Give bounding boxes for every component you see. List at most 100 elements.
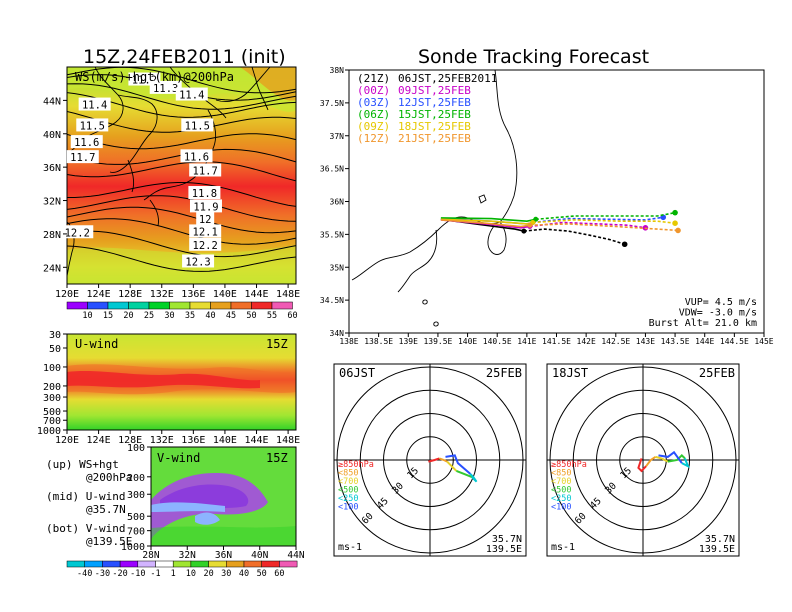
hodo-level-legend: <850 bbox=[551, 469, 571, 479]
u-wind-title: U-wind bbox=[75, 337, 118, 351]
ws-contour-label: 11.5 bbox=[76, 118, 109, 132]
u-x-tick-label: 148E bbox=[276, 435, 300, 446]
left-title: 15Z,24FEB2011 (init) bbox=[83, 46, 286, 68]
track-burst-point bbox=[533, 216, 539, 222]
v-x-tick-label: 36N bbox=[215, 550, 232, 561]
track-x-tick-label: 141E bbox=[517, 337, 536, 346]
track-y-tick-label: 37.5N bbox=[320, 99, 344, 108]
v-colorbar-swatch bbox=[119, 560, 139, 568]
ws-contour-label-text: 11.3 bbox=[153, 83, 178, 95]
v-colorbar-label: -30 bbox=[95, 569, 110, 579]
u-y-tick-label: 200 bbox=[43, 382, 61, 393]
track-x-tick-label: 142E bbox=[577, 337, 596, 346]
track-legend-time: 06JST,25FEB2011 bbox=[398, 72, 497, 85]
v-y-tick-label: 100 bbox=[127, 443, 145, 454]
v-colorbar-swatch bbox=[279, 560, 298, 568]
ws-map-title: WS(m/s)+hgt(km)@200hPa bbox=[75, 70, 234, 84]
u-x-tick-label: 144E bbox=[244, 435, 268, 446]
v-colorbar-swatch bbox=[226, 560, 245, 568]
v-colorbar-swatch bbox=[84, 560, 103, 568]
v-wind-panel: V-wind 15Z 28N 32N 36N 40N 44N 100 200 300 500 7… bbox=[66, 443, 305, 579]
hodo-segment bbox=[637, 458, 647, 473]
ws-contour-label-text: 11.5 bbox=[80, 120, 105, 132]
hodo-level-legend: <500 bbox=[551, 486, 571, 496]
ws-map-panel: 11.211.311.411.411.511.511.611.611.711.7… bbox=[43, 66, 300, 321]
u-y-tick-label: 30 bbox=[49, 330, 61, 341]
track-burst-point bbox=[527, 222, 533, 228]
ws-colorbar-label: 60 bbox=[287, 311, 297, 321]
track-y-tick-label: 36N bbox=[330, 198, 345, 207]
ws-contour-label: 12.3 bbox=[182, 254, 215, 268]
ws-y-tick-label: 40N bbox=[43, 130, 61, 141]
hodo-date-label: 25FEB bbox=[486, 366, 522, 380]
hodo-unit: ms-1 bbox=[338, 542, 362, 553]
track-burst-point bbox=[521, 228, 527, 234]
ws-contour-label: 11.4 bbox=[175, 87, 208, 102]
u-wind-panel: U-wind 15Z 120E 124E 128E 132E 136E 140E 144E 1… bbox=[37, 330, 300, 446]
ws-contour-label-text: 11.4 bbox=[82, 100, 107, 112]
ws-contour-label-text: 11.7 bbox=[193, 165, 218, 177]
hodo-segment bbox=[658, 450, 683, 464]
v-colorbar-swatch bbox=[137, 560, 156, 568]
track-descent-line bbox=[529, 223, 679, 232]
track-legend-time: 21JST,25FEB bbox=[398, 132, 471, 145]
ws-x-tick-label: 132E bbox=[150, 289, 174, 300]
u-x-tick-label: 124E bbox=[87, 435, 111, 446]
hodo-segment bbox=[445, 454, 471, 475]
v-y-tick-label: 700 bbox=[127, 527, 145, 538]
hodo-level-legend: <100 bbox=[338, 503, 358, 513]
note-bot-line2: @139.5E bbox=[86, 535, 133, 548]
v-x-tick-label: 28N bbox=[142, 550, 159, 561]
hodo-time-label: 18JST bbox=[552, 366, 588, 380]
ws-y-tick-label: 24N bbox=[43, 263, 61, 274]
track-legend-code: (06Z) bbox=[357, 108, 390, 121]
hodo-segment bbox=[469, 473, 478, 483]
ws-colorbar-label: 50 bbox=[246, 311, 256, 321]
ws-contour-label: 11.7 bbox=[189, 163, 222, 177]
hodo-level-legend: <250 bbox=[551, 494, 571, 504]
v-colorbar-swatch bbox=[243, 560, 262, 568]
v-colorbar-label: 60 bbox=[274, 569, 284, 579]
track-y-tick-label: 35N bbox=[330, 263, 345, 272]
track-param: Burst Alt= 21.0 km bbox=[649, 318, 757, 329]
ws-contour-label-text: 11.9 bbox=[193, 201, 218, 213]
v-colorbar-swatch bbox=[66, 560, 85, 568]
ws-contour-label: 12.2 bbox=[61, 225, 94, 239]
ws-x-tick-label: 128E bbox=[118, 289, 142, 300]
ws-contour-label-text: 11.4 bbox=[179, 90, 204, 102]
hodo-segment bbox=[456, 469, 473, 479]
ws-height-contour bbox=[67, 182, 296, 207]
v-colorbar-label: 40 bbox=[239, 569, 249, 579]
ws-colorbar-label: 10 bbox=[82, 311, 92, 321]
ws-colorbar-swatch bbox=[271, 301, 293, 310]
ws-x-tick-label: 144E bbox=[244, 289, 268, 300]
v-colorbar-label: -20 bbox=[112, 569, 127, 579]
track-y-tick-label: 38N bbox=[330, 66, 345, 75]
v-colorbar-swatch bbox=[155, 560, 174, 568]
track-y-tick-label: 37N bbox=[330, 132, 345, 141]
ws-height-contour bbox=[67, 195, 296, 222]
u-y-tick-label: 700 bbox=[43, 416, 61, 427]
track-x-tick-label: 140.5E bbox=[483, 337, 512, 346]
ws-height-contour bbox=[67, 161, 296, 182]
ws-contour-label: 11.7 bbox=[66, 150, 99, 164]
note-up-line1: (up) WS+hgt bbox=[46, 458, 119, 471]
track-y-tick-label: 34N bbox=[330, 329, 345, 338]
v-colorbar-label: 20 bbox=[203, 569, 213, 579]
track-param: VDW= -3.0 m/s bbox=[679, 308, 757, 319]
v-wind-time: 15Z bbox=[266, 451, 288, 465]
ws-colorbar-swatch bbox=[189, 301, 211, 310]
hodo-level-legend: <250 bbox=[338, 494, 358, 504]
track-legend-code: (12Z) bbox=[357, 132, 390, 145]
v-colorbar-label: 1 bbox=[171, 569, 176, 579]
ws-contour-label-text: 11.6 bbox=[74, 137, 99, 149]
track-legend-code: (00Z) bbox=[357, 84, 390, 97]
track-y-tick-label: 34.5N bbox=[320, 296, 344, 305]
ws-contour-label: 11.8 bbox=[188, 186, 221, 200]
track-panel: (21Z) 06JST,25FEB2011 (00Z) 09JST,25FEB (03Z… bbox=[320, 66, 774, 346]
ws-y-tick-label: 44N bbox=[43, 96, 61, 107]
ws-colorbar-label: 55 bbox=[267, 311, 277, 321]
track-ascent-line bbox=[440, 217, 536, 223]
ws-x-tick-label: 140E bbox=[213, 289, 237, 300]
